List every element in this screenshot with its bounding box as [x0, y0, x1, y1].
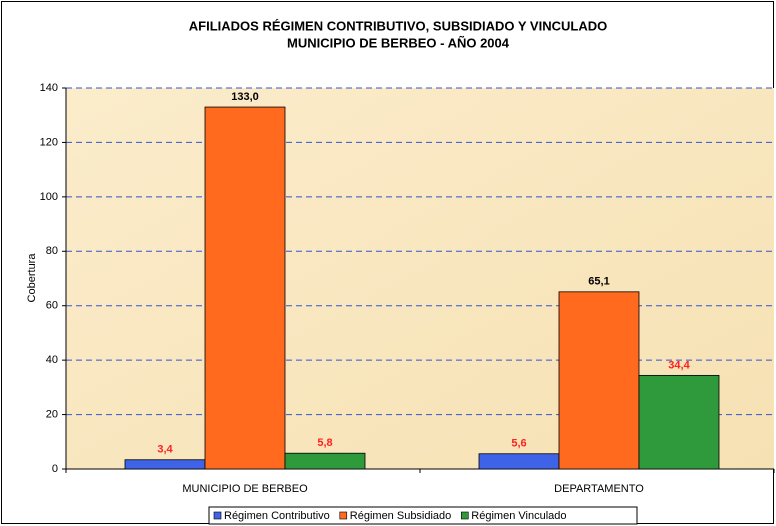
- bar: [124, 459, 206, 470]
- x-tick-label: DEPARTAMENTO: [554, 483, 644, 495]
- y-tick-label: 40: [46, 354, 58, 366]
- bar: [478, 453, 560, 470]
- y-axis-label: Cobertura: [26, 253, 38, 303]
- value-label: 34,4: [668, 359, 690, 371]
- legend-swatch: [460, 511, 469, 520]
- chart-title: AFILIADOS RÉGIMEN CONTRIBUTIVO, SUBSIDIA…: [189, 18, 607, 33]
- bar: [638, 374, 720, 470]
- legend-label: Régimen Subsidiado: [350, 510, 452, 522]
- value-label: 5,6: [511, 438, 526, 450]
- bar: [204, 106, 286, 470]
- value-label: 65,1: [588, 276, 609, 288]
- chart-subtitle: MUNICIPIO DE BERBEO - AÑO 2004: [287, 35, 510, 50]
- value-label: 3,4: [157, 444, 173, 456]
- legend-swatch: [213, 511, 222, 520]
- y-tick-label: 140: [40, 82, 58, 94]
- x-tick-label: MUNICIPIO DE BERBEO: [182, 483, 308, 495]
- y-tick-label: 120: [40, 136, 58, 148]
- legend-label: Régimen Vinculado: [471, 510, 566, 522]
- value-label: 5,8: [317, 437, 332, 449]
- y-tick-label: 60: [46, 300, 58, 312]
- y-tick-label: 0: [52, 463, 58, 475]
- legend-label: Régimen Contributivo: [224, 510, 330, 522]
- bar: [284, 452, 366, 470]
- y-tick-label: 20: [46, 408, 58, 420]
- y-tick-label: 80: [46, 245, 58, 257]
- bar: [558, 291, 640, 470]
- legend: [208, 506, 638, 525]
- legend-swatch: [339, 511, 348, 520]
- value-label: 133,0: [231, 91, 259, 103]
- y-tick-label: 100: [40, 191, 58, 203]
